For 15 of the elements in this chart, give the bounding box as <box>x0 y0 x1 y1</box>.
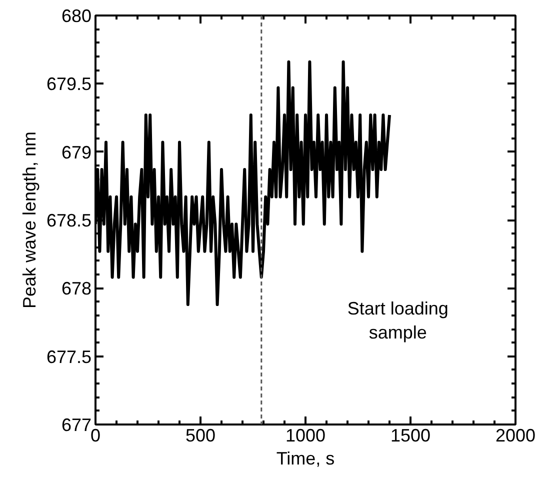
y-tick-label: 678.5 <box>46 210 92 230</box>
x-tick-label: 1000 <box>285 426 326 446</box>
y-axis-title: Peak wave length, nm <box>19 131 40 309</box>
x-tick-label: 2000 <box>495 426 536 446</box>
annotation: Start loading sample <box>347 298 448 343</box>
x-axis-title: Time, s <box>276 448 335 468</box>
y-tick-label: 678 <box>61 278 92 299</box>
y-tick-label: 677 <box>61 415 92 435</box>
y-tick-label: 680 <box>61 6 92 26</box>
y-tick-label: 679 <box>61 142 92 162</box>
x-tick-label: 500 <box>185 426 216 446</box>
x-tick-label: 1500 <box>390 426 431 446</box>
y-tick-label: 677.5 <box>46 346 92 367</box>
y-tick-label: 679.5 <box>46 74 92 94</box>
x-tick-label: 0 <box>90 426 101 446</box>
